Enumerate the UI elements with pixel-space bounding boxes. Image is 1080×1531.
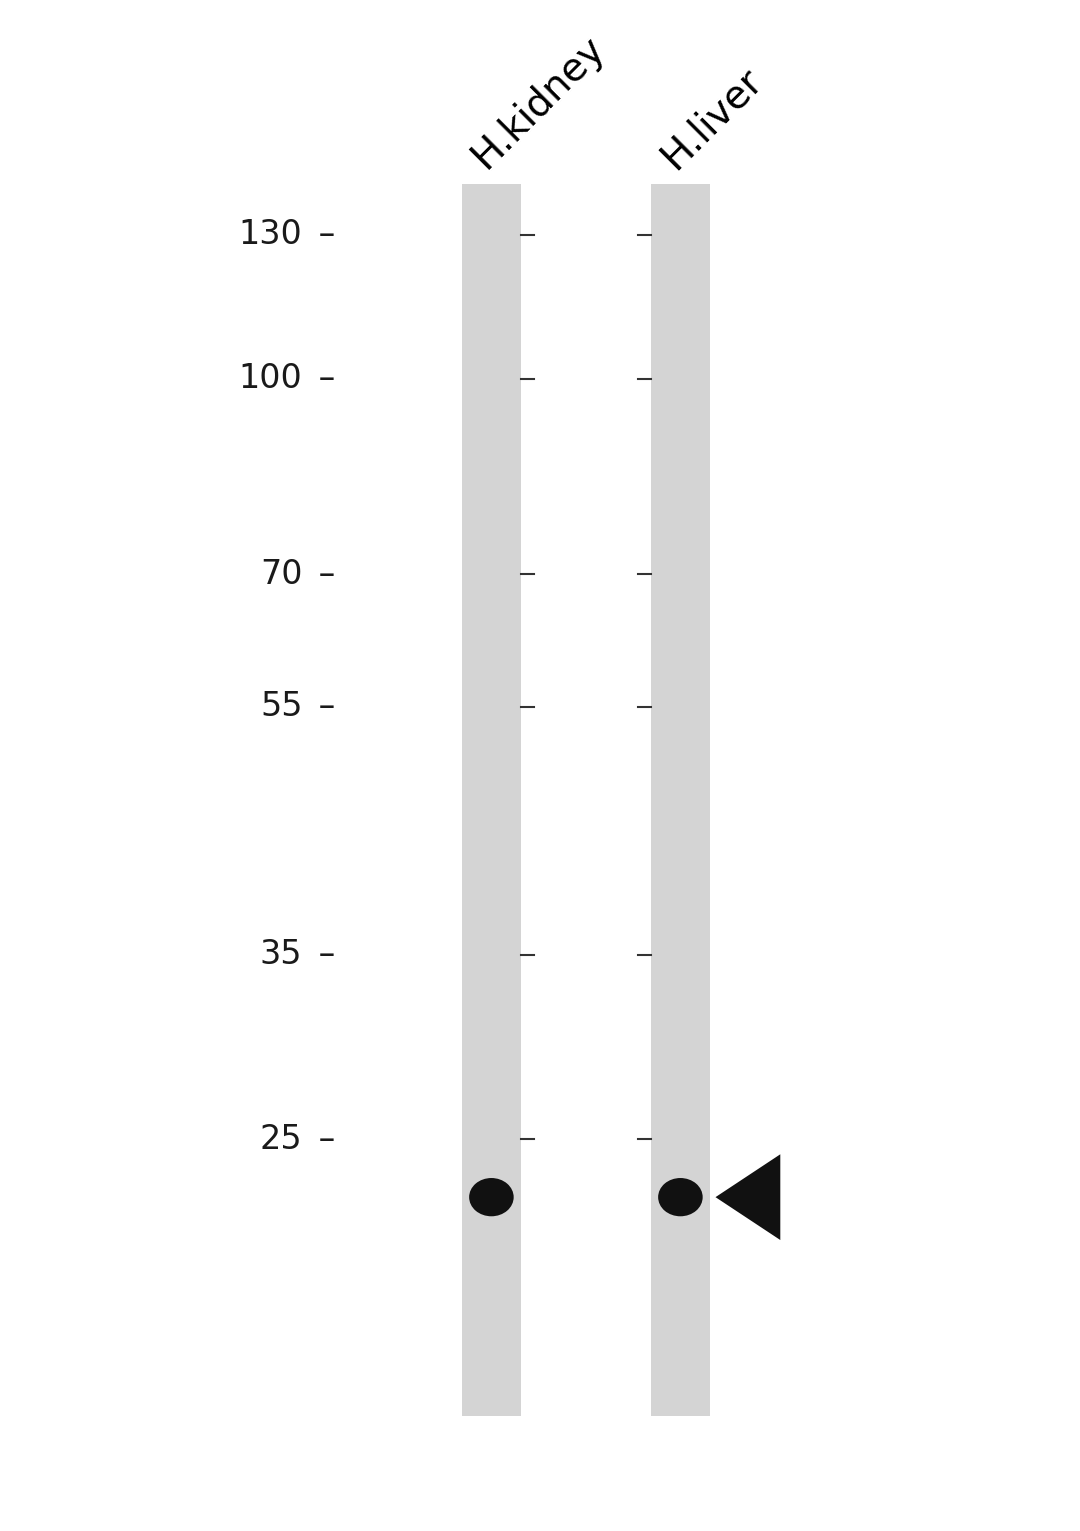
Text: 35: 35 — [260, 939, 302, 971]
Polygon shape — [715, 1154, 780, 1240]
Text: 70: 70 — [260, 557, 302, 591]
Text: 100: 100 — [239, 361, 302, 395]
Text: –: – — [308, 217, 335, 251]
Text: 130: 130 — [239, 217, 302, 251]
FancyBboxPatch shape — [650, 184, 711, 1416]
Text: –: – — [308, 1122, 335, 1156]
Ellipse shape — [658, 1177, 703, 1216]
Text: H.kidney: H.kidney — [464, 29, 612, 176]
Text: 25: 25 — [260, 1122, 302, 1156]
Text: 55: 55 — [260, 690, 302, 723]
Text: –: – — [308, 361, 335, 395]
Text: –: – — [308, 557, 335, 591]
FancyBboxPatch shape — [462, 184, 522, 1416]
Text: –: – — [308, 690, 335, 723]
Text: –: – — [308, 939, 335, 971]
Ellipse shape — [469, 1177, 514, 1216]
Text: H.liver: H.liver — [653, 60, 769, 176]
